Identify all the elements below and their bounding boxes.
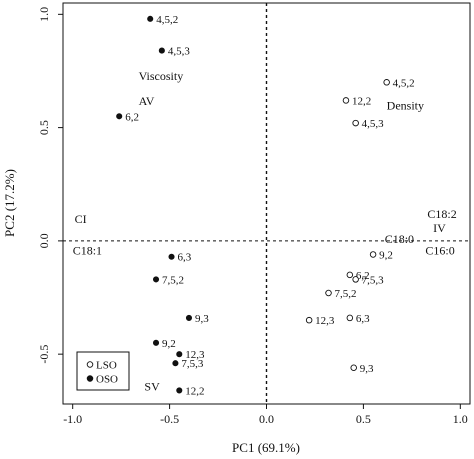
y-tick-label: 1.0 xyxy=(37,7,51,22)
point-label: 9,2 xyxy=(379,249,393,261)
oso-point xyxy=(152,276,160,283)
point-label: 7,5,2 xyxy=(162,274,184,286)
oso-point xyxy=(172,360,179,367)
y-tick-label: 0.0 xyxy=(37,233,51,248)
point-label: 9,3 xyxy=(360,363,374,375)
lso-point xyxy=(305,316,313,324)
x-tick-label: 1.0 xyxy=(453,412,468,426)
point-label: 12,2 xyxy=(352,95,371,107)
point-label: 6,2 xyxy=(356,270,370,282)
variable-label: Density xyxy=(387,98,424,112)
legend: LSO OSO xyxy=(76,351,130,391)
oso-point xyxy=(158,47,165,54)
variable-label: C18:1 xyxy=(73,243,102,257)
legend-label: LSO xyxy=(96,360,117,372)
x-tick-label: -1.0 xyxy=(63,412,82,426)
legend-marker xyxy=(86,375,94,382)
variable-labels: Viscosity AV Density CI C18:1 C18:2IV C18:0 C16… xyxy=(73,69,457,393)
point-label: 12,2 xyxy=(185,385,204,397)
x-tick-label: 0.0 xyxy=(259,412,274,426)
point-label: 6,2 xyxy=(125,111,139,123)
point-label: 7,5,2 xyxy=(335,288,357,300)
oso-point xyxy=(185,314,193,321)
point-label: 7,5,3 xyxy=(362,274,385,286)
point-label: 7,5,3 xyxy=(181,358,204,370)
point-label: 9,3 xyxy=(195,313,209,325)
variable-label: C18:2 xyxy=(427,207,456,221)
lso-point xyxy=(346,314,354,322)
legend-box xyxy=(76,351,130,391)
variable-label: AV xyxy=(139,94,155,108)
point-label: 4,5,3 xyxy=(362,118,385,130)
x-tick-label: 0.5 xyxy=(356,412,371,426)
oso-point xyxy=(176,387,183,394)
lso-point xyxy=(383,79,390,86)
point-label: 12,3 xyxy=(315,315,335,327)
lso-point xyxy=(325,289,332,297)
oso-point xyxy=(116,113,123,120)
variable-label: C18:0 xyxy=(385,232,414,246)
oso-point xyxy=(168,253,175,260)
axis-ticks: -1.0 -0.5 0.0 0.5 1.0 -0.5 0.0 0.5 1.0 xyxy=(37,7,468,426)
lso-point xyxy=(352,276,359,283)
data-points: 4,5,212,24,5,39,26,27,5,37,5,212,3 6,39,3… xyxy=(116,14,415,397)
oso-point xyxy=(152,339,160,346)
x-tick-label: -0.5 xyxy=(160,412,179,426)
variable-label: IV xyxy=(433,221,446,235)
point-label: 4,5,2 xyxy=(393,77,415,89)
point-label: 6,3 xyxy=(178,252,192,264)
oso-point xyxy=(147,15,154,22)
lso-point xyxy=(352,119,359,127)
variable-label: C16:0 xyxy=(425,243,454,257)
point-label: 6,3 xyxy=(356,313,370,325)
variable-label: Viscosity xyxy=(139,69,184,83)
y-tick-label: 0.5 xyxy=(37,120,51,135)
y-axis-title: PC2 (17.2%) xyxy=(2,169,17,237)
legend-label: OSO xyxy=(96,374,118,386)
variable-label: SV xyxy=(144,379,160,393)
oso-point xyxy=(176,351,183,358)
lso-point xyxy=(369,251,377,258)
reference-lines xyxy=(63,3,470,404)
point-label: 9,2 xyxy=(162,338,176,350)
point-label: 4,5,3 xyxy=(168,46,191,58)
legend-marker xyxy=(86,361,94,368)
lso-point xyxy=(350,364,357,372)
variable-label: CI xyxy=(75,212,87,226)
y-tick-label: -0.5 xyxy=(37,345,51,364)
point-label: 12,3 xyxy=(185,349,205,361)
point-label: 4,5,2 xyxy=(156,14,178,26)
lso-point xyxy=(342,97,350,104)
lso-point xyxy=(346,271,354,279)
x-axis-title: PC1 (69.1%) xyxy=(232,440,300,455)
